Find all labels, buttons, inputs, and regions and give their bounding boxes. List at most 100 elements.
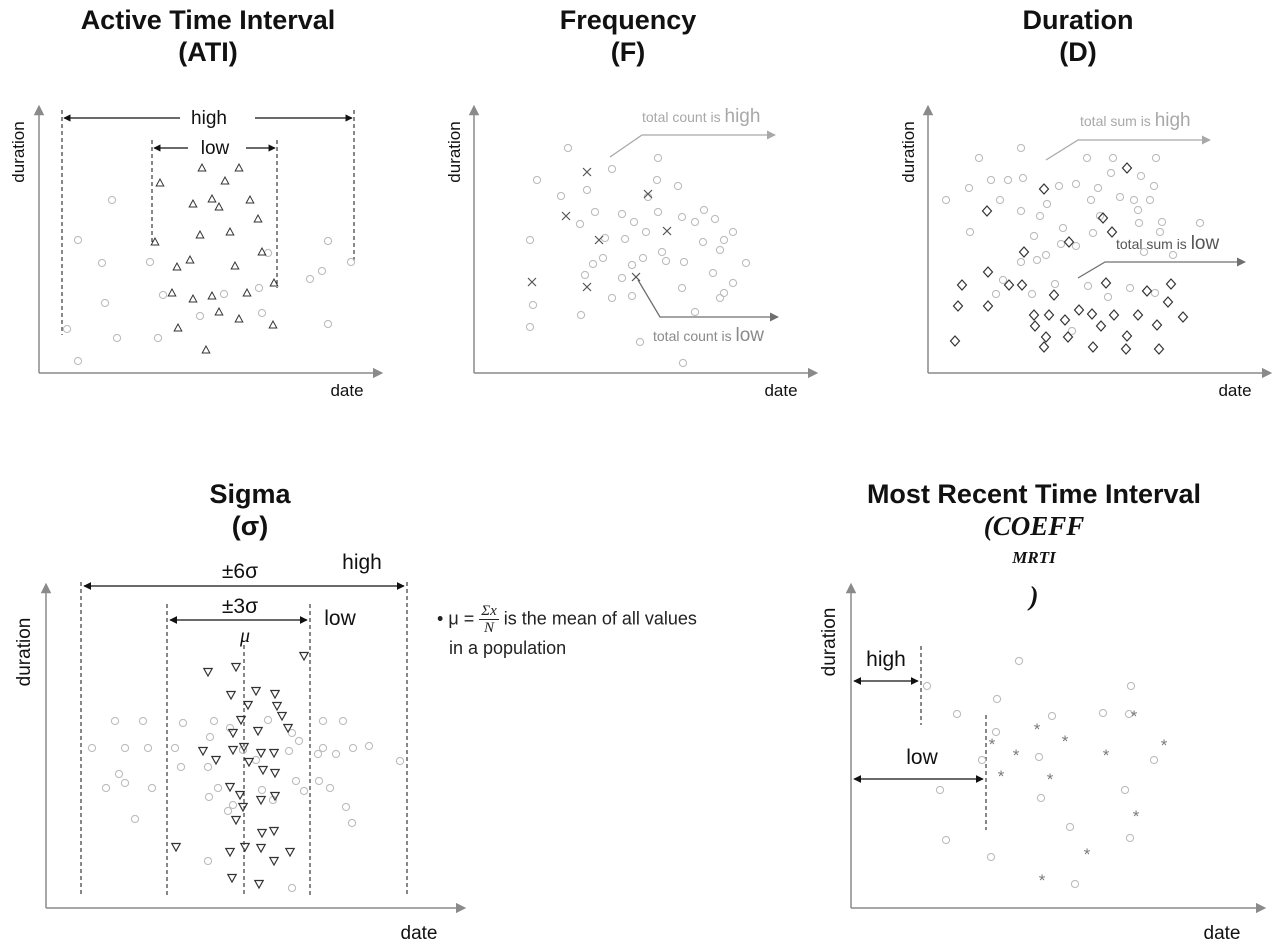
panel-frequency: Frequency (F) duration date total count … [420, 0, 840, 410]
data-point-diamond [1121, 330, 1133, 342]
data-point-circle [627, 260, 637, 270]
mean-formula-line1: • μ = Σx N is the mean of all values [437, 603, 757, 636]
data-point-circle [143, 743, 153, 753]
data-point-triangle [207, 193, 217, 203]
data-point-triangle [195, 229, 205, 239]
panel-mrti: Most Recent Time Interval (COEFF MRTI) du… [800, 470, 1276, 947]
data-point-circle [1082, 153, 1092, 163]
data-point-circle [170, 743, 180, 753]
data-point-circle [708, 268, 718, 278]
data-point-circle [323, 236, 333, 246]
data-point-circle [653, 207, 663, 217]
data-point-inverted-triangle [243, 757, 255, 768]
data-point-inverted-triangle [268, 826, 280, 837]
data-point-circle [1108, 153, 1118, 163]
data-point-circle [922, 681, 932, 691]
data-point-circle [998, 275, 1008, 285]
data-point-circle [1071, 179, 1081, 189]
data-point-circle [1120, 785, 1130, 795]
data-point-circle [617, 209, 627, 219]
data-point-circle [1093, 183, 1103, 193]
data-point-triangle [207, 290, 217, 300]
frequency-high-word: high [725, 106, 761, 127]
data-point-diamond [1062, 331, 1074, 343]
data-point-inverted-triangle [238, 742, 250, 753]
data-point-inverted-triangle [224, 847, 236, 858]
ati-low-label: low [201, 138, 230, 159]
mrti-title-line2: (COEFF MRTI) [800, 510, 1268, 612]
data-point-star: * [1161, 736, 1168, 755]
data-point-circle [204, 792, 214, 802]
frequency-low-word: low [736, 325, 765, 346]
data-point-circle [991, 727, 1001, 737]
data-point-star: * [1103, 746, 1110, 765]
data-point-circle [1029, 231, 1039, 241]
data-point-diamond [1141, 285, 1153, 297]
data-point-inverted-triangle [237, 802, 249, 813]
data-point-cross [662, 226, 672, 236]
data-point-inverted-triangle [242, 700, 254, 711]
data-point-inverted-triangle [224, 782, 236, 793]
duration-low-prefix: total sum is [1116, 236, 1191, 252]
data-point-triangle [225, 226, 235, 236]
data-point-triangle [188, 293, 198, 303]
data-point-circle [741, 258, 751, 268]
ati-y-label: duration [9, 121, 28, 182]
data-point-circle [107, 195, 117, 205]
data-point-circle [62, 324, 72, 334]
data-point-circle [974, 153, 984, 163]
data-point-cross [594, 235, 604, 245]
data-point-diamond [1087, 341, 1099, 353]
data-point-circle [1139, 247, 1149, 257]
mrti-subtitle-close: ) [1029, 581, 1039, 611]
ati-markers [62, 162, 356, 366]
duration-title-line1: Duration [1022, 5, 1134, 35]
data-point-diamond [1121, 162, 1133, 174]
data-point-inverted-triangle [255, 843, 267, 854]
sigma-y-label: duration [14, 618, 35, 687]
data-point-circle [120, 778, 130, 788]
data-point-circle [145, 257, 155, 267]
sigma-3-label: ±3σ [222, 595, 258, 618]
data-point-circle [1050, 279, 1060, 289]
data-point-circle [257, 785, 267, 795]
data-point-circle [977, 755, 987, 765]
data-point-circle [205, 732, 215, 742]
data-point-inverted-triangle [269, 791, 281, 802]
data-point-inverted-triangle [239, 842, 251, 853]
data-point-circle [1016, 143, 1026, 153]
data-point-circle [607, 293, 617, 303]
data-point-circle [338, 716, 348, 726]
frequency-x-label: date [764, 381, 797, 400]
data-point-triangle [172, 261, 182, 271]
data-point-circle [600, 233, 610, 243]
ati-high-label: high [191, 108, 227, 129]
data-point-circle [690, 217, 700, 227]
data-point-cross [527, 277, 537, 287]
sigma-title-line2: (σ) [231, 511, 269, 541]
data-point-circle [588, 259, 598, 269]
data-point-circle [575, 219, 585, 229]
data-point-circle [1027, 289, 1037, 299]
frequency-high-label: total count is high [642, 106, 760, 127]
data-point-diamond [982, 300, 994, 312]
data-point-circle [1034, 752, 1044, 762]
data-point-circle [228, 800, 238, 810]
data-point-circle [318, 716, 328, 726]
ati-title-line1: Active Time Interval [80, 5, 336, 35]
data-point-circle [147, 783, 157, 793]
data-point-inverted-triangle [250, 686, 262, 697]
data-point-circle [1151, 153, 1161, 163]
frequency-plot: duration date total count is high total … [445, 104, 819, 400]
data-point-circle [1016, 257, 1026, 267]
data-point-circle [710, 214, 720, 224]
data-point-diamond [1029, 320, 1041, 332]
data-point-circle [209, 716, 219, 726]
data-point-cross [561, 211, 571, 221]
data-point-circle [110, 716, 120, 726]
data-point-circle [653, 153, 663, 163]
data-point-star: * [1131, 707, 1138, 726]
data-point-circle [257, 308, 267, 318]
data-point-triangle [257, 246, 267, 256]
data-point-circle [1071, 241, 1081, 251]
